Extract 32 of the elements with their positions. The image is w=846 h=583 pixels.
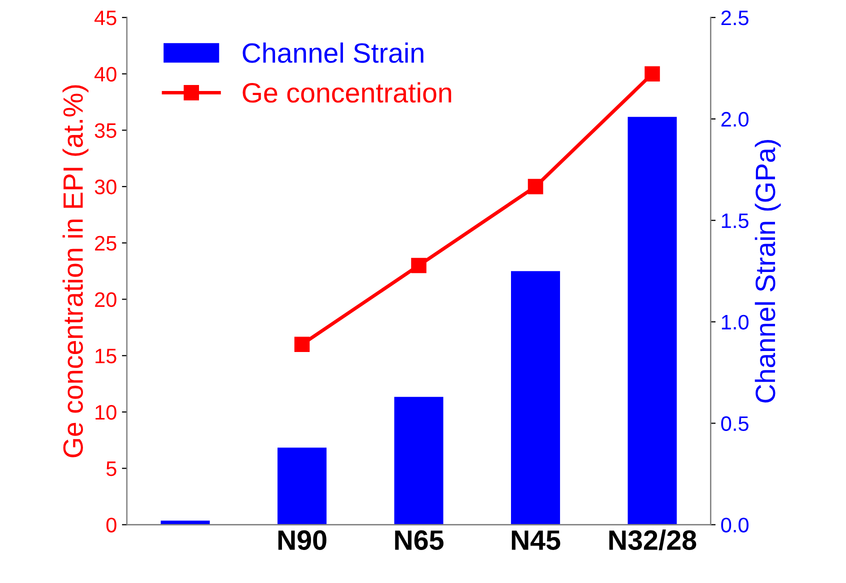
y-tick-label: 10 bbox=[96, 404, 116, 420]
x-tick-label: N90 bbox=[278, 530, 326, 550]
y-axis-title: Ge concentration in EPI (at.%) bbox=[62, 85, 88, 458]
y2-axis-title: Channel Strain (GPa) bbox=[754, 140, 781, 402]
y-tick-label: 25 bbox=[95, 236, 116, 251]
y2-tick-label: 0.0 bbox=[721, 518, 749, 532]
y2-tick-label: 2.5 bbox=[721, 10, 748, 26]
y-tick-label: 20 bbox=[95, 292, 116, 308]
y2-tick-label: 1.0 bbox=[722, 314, 749, 330]
y-tick-label: 5 bbox=[106, 462, 116, 476]
bar bbox=[278, 448, 327, 525]
point bbox=[528, 178, 544, 194]
y2-tick-label: 2.0 bbox=[721, 112, 749, 127]
x-tick-label: N32/28 bbox=[609, 530, 696, 550]
bar bbox=[511, 271, 560, 525]
legend-label: Channel Strain bbox=[242, 42, 424, 63]
y2-tick-label: 0.5 bbox=[721, 416, 748, 432]
y-tick-label: 0 bbox=[106, 518, 116, 532]
x-tick-label: N65 bbox=[395, 530, 444, 550]
point bbox=[411, 258, 426, 274]
point bbox=[294, 336, 310, 352]
point bbox=[644, 66, 660, 82]
y-tick-label: 35 bbox=[94, 123, 116, 138]
y-tick-label: 15 bbox=[96, 348, 116, 364]
bar bbox=[394, 396, 444, 525]
y-tick-label: 30 bbox=[94, 180, 116, 194]
y-tick-label: 40 bbox=[94, 66, 116, 82]
y-tick-label: 45 bbox=[94, 10, 116, 26]
bar bbox=[628, 116, 677, 525]
legend-label: Ge concentration bbox=[242, 82, 452, 103]
x-tick-label: N45 bbox=[512, 530, 560, 550]
y2-tick-label: 1.5 bbox=[722, 214, 748, 228]
